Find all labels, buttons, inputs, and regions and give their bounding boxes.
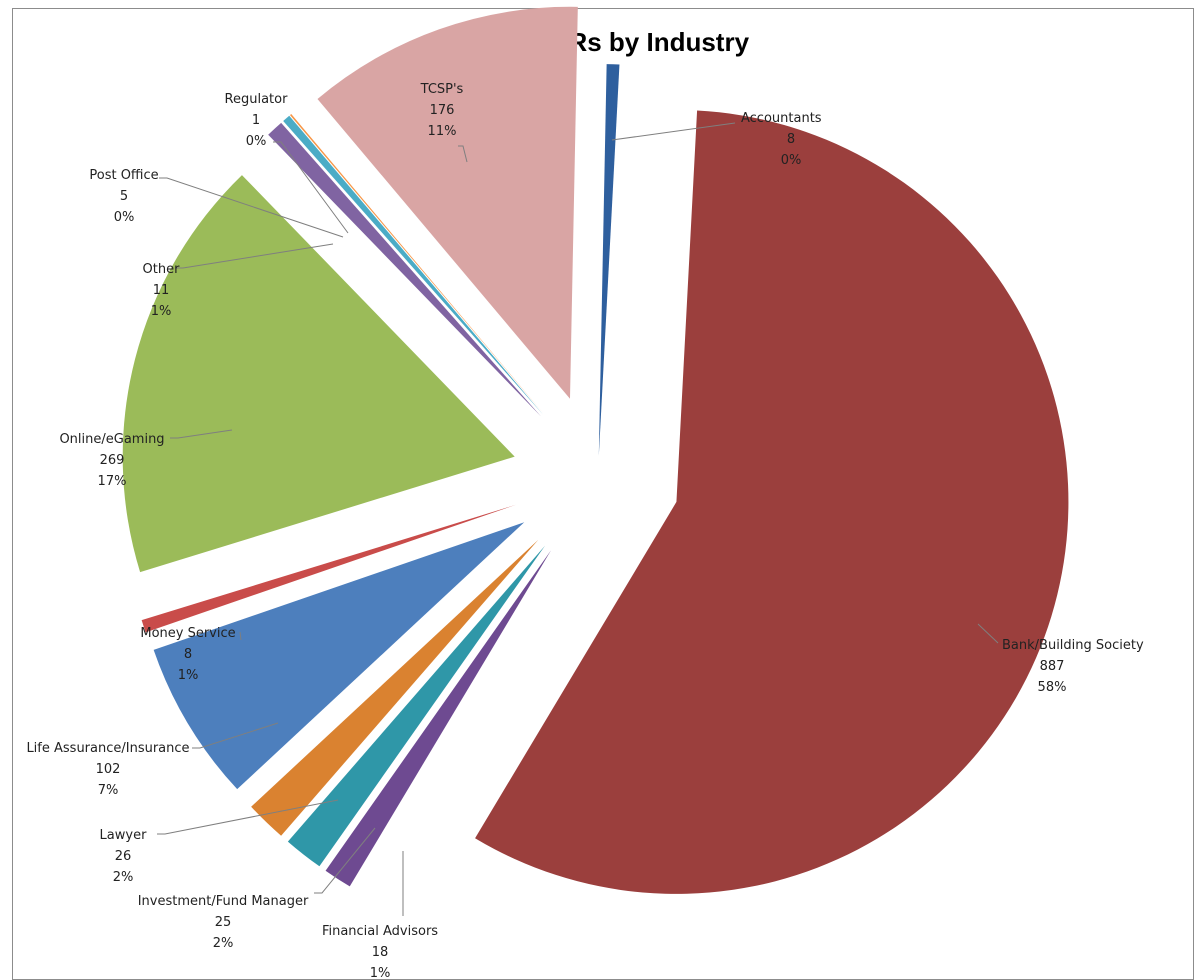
leader-line-accountants <box>611 122 736 141</box>
data-label-post-office: Post Office 5 0% <box>89 168 158 225</box>
pie-slice-other <box>268 122 541 417</box>
leader-line-lawyer <box>157 799 339 835</box>
pie-slice-post-office <box>283 115 543 415</box>
pie-slice-accountants <box>598 64 620 457</box>
pie-slices <box>122 6 1069 894</box>
leader-line-bank-building-society <box>977 623 999 644</box>
data-label-money-service: Money Service 8 1% <box>140 626 235 683</box>
leader-line-investment-fund-manager <box>314 827 376 894</box>
pie-slice-regulator <box>290 114 544 414</box>
leader-lines <box>157 122 999 916</box>
pie-slice-bank-building-society <box>475 110 1069 894</box>
data-label-regulator: Regulator 1 0% <box>225 92 289 149</box>
data-label-bank-building-society: Bank/Building Society 887 58% <box>1002 638 1144 695</box>
pie-slice-online-egaming <box>122 175 515 573</box>
pie-slice-financial-advisors <box>325 550 552 887</box>
pie-slice-tcsp-s <box>317 6 578 399</box>
data-label-tcsp-s: TCSP's 176 11% <box>420 82 464 139</box>
pie-slice-life-assurance-insurance <box>153 522 525 790</box>
data-label-online-egaming: Online/eGaming 269 17% <box>59 432 164 489</box>
pie-slice-money-service <box>141 504 517 633</box>
leader-line-money-service <box>239 631 242 641</box>
leader-line-tcsp-s <box>458 145 468 163</box>
leader-line-regulator <box>273 141 349 234</box>
data-label-accountants: Accountants 8 0% <box>741 111 822 168</box>
data-label-investment-fund-manager: Investment/Fund Manager 25 2% <box>138 894 309 951</box>
data-label-other: Other 11 1% <box>143 262 181 319</box>
data-label-financial-advisors: Financial Advisors 18 1% <box>322 924 438 978</box>
leader-line-online-egaming <box>170 429 233 439</box>
data-label-lawyer: Lawyer 26 2% <box>100 828 148 885</box>
data-label-life-assurance-insurance: Life Assurance/Insurance 102 7% <box>26 741 189 798</box>
leader-line-other <box>175 243 334 269</box>
leader-line-life-assurance-insurance <box>192 722 279 749</box>
data-labels: Accountants 8 0% Bank/Building Society 887 58… <box>26 82 1144 978</box>
pie-slice-lawyer <box>251 539 539 836</box>
leader-line-post-office <box>159 177 344 238</box>
pie-slice-investment-fund-manager <box>287 545 545 867</box>
